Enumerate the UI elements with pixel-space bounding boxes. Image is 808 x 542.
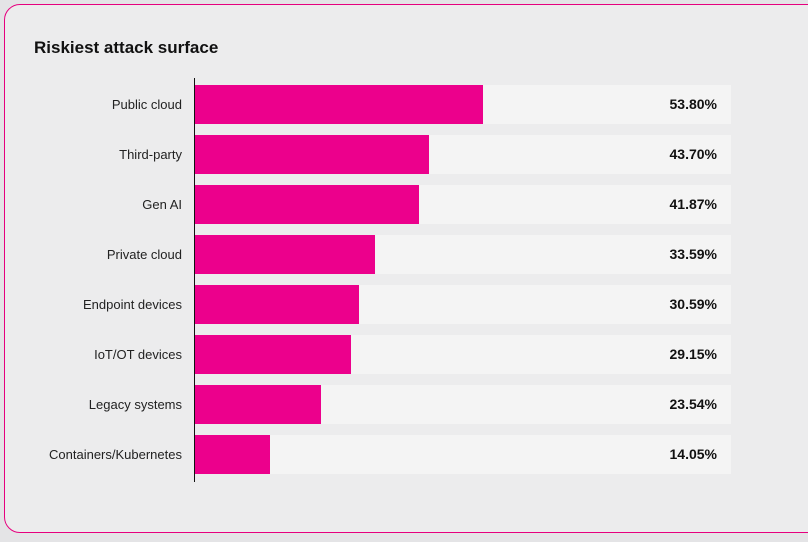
value-label: 43.70% (669, 146, 717, 162)
bar (195, 435, 271, 474)
bar-track: 33.59% (195, 235, 731, 274)
category-label: Containers/Kubernetes (49, 447, 182, 462)
bar-row: Private cloud 33.59% (0, 235, 808, 274)
category-label: Private cloud (106, 247, 182, 262)
value-label: 53.80% (669, 96, 717, 112)
value-label: 33.59% (669, 246, 717, 262)
bar (195, 85, 484, 124)
bar-track: 41.87% (195, 185, 731, 224)
value-label: 41.87% (669, 196, 717, 212)
bar-row: Public cloud 53.80% (0, 85, 808, 124)
bar (195, 335, 352, 374)
bar-track: 53.80% (195, 85, 731, 124)
bar-row: Containers/Kubernetes 14.05% (0, 435, 808, 474)
value-label: 14.05% (669, 446, 717, 462)
bar-track: 23.54% (195, 385, 731, 424)
value-label: 23.54% (669, 396, 717, 412)
bar-track: 29.15% (195, 335, 731, 374)
category-label: Gen AI (142, 197, 182, 212)
value-label: 29.15% (669, 346, 717, 362)
bar-row: IoT/OT devices 29.15% (0, 335, 808, 374)
bar-row: Legacy systems 23.54% (0, 385, 808, 424)
category-label: IoT/OT devices (94, 347, 182, 362)
bar (195, 235, 376, 274)
bar-row: Gen AI 41.87% (0, 185, 808, 224)
bar (195, 285, 359, 324)
bar-row: Endpoint devices 30.59% (0, 285, 808, 324)
bar-row: Third-party 43.70% (0, 135, 808, 174)
category-label: Public cloud (111, 97, 182, 112)
category-label: Legacy systems (88, 397, 182, 412)
bar (195, 135, 430, 174)
chart-title: Riskiest attack surface (34, 38, 219, 57)
bar-track: 43.70% (195, 135, 731, 174)
category-label: Third-party (119, 147, 182, 162)
bar-track: 14.05% (195, 435, 731, 474)
category-label: Endpoint devices (82, 297, 182, 312)
bar (195, 385, 322, 424)
bar-track: 30.59% (195, 285, 731, 324)
value-label: 30.59% (669, 296, 717, 312)
bar (195, 185, 420, 224)
y-axis-line (194, 78, 195, 482)
